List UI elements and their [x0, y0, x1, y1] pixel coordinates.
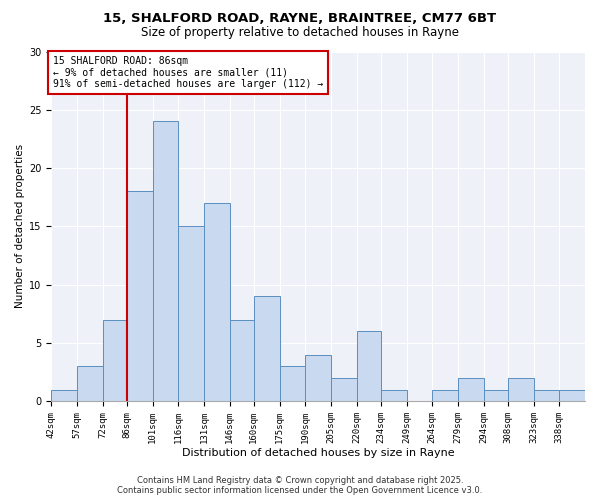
Bar — [103, 320, 127, 402]
Bar — [305, 354, 331, 402]
Bar — [559, 390, 585, 402]
Text: Contains HM Land Registry data © Crown copyright and database right 2025.
Contai: Contains HM Land Registry data © Crown c… — [118, 476, 482, 495]
Text: Size of property relative to detached houses in Rayne: Size of property relative to detached ho… — [141, 26, 459, 39]
Bar — [127, 192, 152, 402]
Bar — [254, 296, 280, 402]
Bar — [178, 226, 204, 402]
X-axis label: Distribution of detached houses by size in Rayne: Distribution of detached houses by size … — [182, 448, 455, 458]
Bar — [280, 366, 305, 402]
Text: 15, SHALFORD ROAD, RAYNE, BRAINTREE, CM77 6BT: 15, SHALFORD ROAD, RAYNE, BRAINTREE, CM7… — [103, 12, 497, 26]
Bar — [331, 378, 357, 402]
Bar — [204, 203, 230, 402]
Bar — [484, 390, 508, 402]
Bar — [152, 122, 178, 402]
Bar — [381, 390, 407, 402]
Bar — [458, 378, 484, 402]
Bar — [533, 390, 559, 402]
Text: 15 SHALFORD ROAD: 86sqm
← 9% of detached houses are smaller (11)
91% of semi-det: 15 SHALFORD ROAD: 86sqm ← 9% of detached… — [53, 56, 323, 90]
Bar — [230, 320, 254, 402]
Y-axis label: Number of detached properties: Number of detached properties — [15, 144, 25, 308]
Bar — [357, 332, 381, 402]
Bar — [508, 378, 533, 402]
Bar — [432, 390, 458, 402]
Bar — [77, 366, 103, 402]
Bar — [52, 390, 77, 402]
